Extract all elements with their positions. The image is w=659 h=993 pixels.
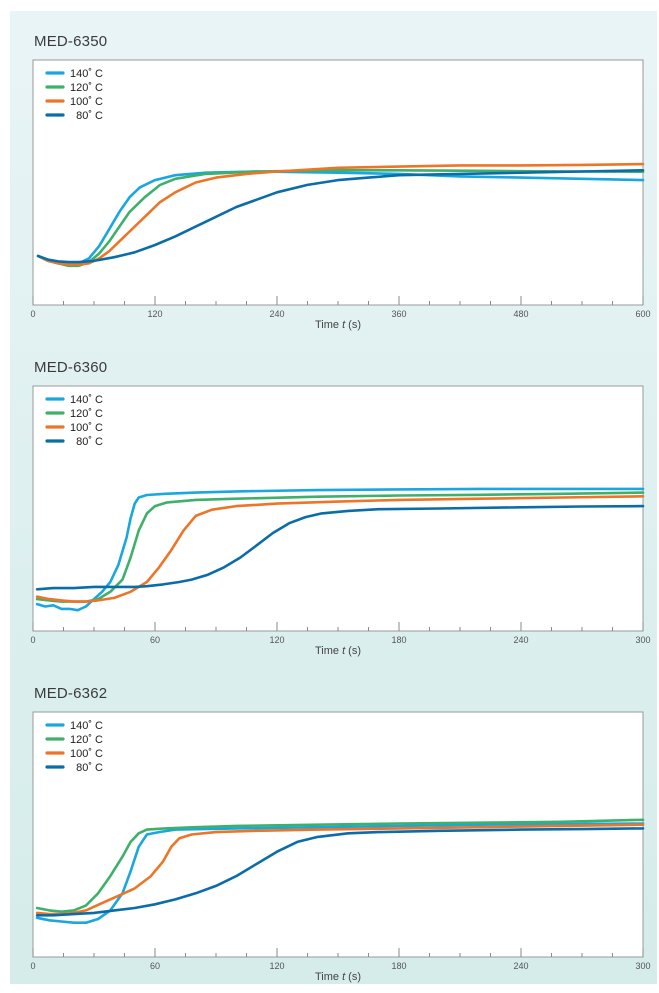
- series-line-80c: [36, 169, 645, 264]
- x-tick-label: 600: [635, 309, 650, 319]
- x-tick-label: 0: [30, 635, 35, 645]
- x-axis-label: Time t (s): [315, 645, 361, 657]
- x-tick-label: 0: [30, 309, 35, 319]
- legend-label: 140˚ C: [70, 720, 103, 732]
- x-tick-label: 60: [150, 961, 160, 971]
- chart-title: MED-6350: [34, 33, 108, 50]
- x-axis-label-prefix: Time: [315, 319, 342, 331]
- x-axis-label-prefix: Time: [315, 645, 342, 657]
- line-chart-med-6362: 0 60 120 180 240 300 Time t (s) 140˚ C 120˚ C 100…: [30, 711, 651, 983]
- figure-background: MED-6350 0 120 240 360 480 600 Time t (s) 140˚ …: [10, 11, 657, 984]
- x-tick-label: 300: [635, 635, 650, 645]
- line-chart-med-6360: 0 60 120 180 240 300 Time t (s) 140˚ C 120˚ C 100…: [30, 385, 651, 657]
- x-tick-label: 180: [391, 635, 406, 645]
- series-line-140c: [35, 487, 645, 612]
- chart-panel-med-6362: MED-6362 0 60 120 180 240 300 Time t (s) 140˚ C…: [10, 663, 657, 993]
- chart-title: MED-6360: [34, 359, 108, 376]
- x-tick-label: 120: [269, 961, 284, 971]
- x-axis-label-unit: (s): [345, 971, 361, 983]
- series-line-80c: [35, 504, 645, 591]
- series-line-80c: [35, 827, 645, 917]
- legend-label: 100˚ C: [70, 748, 103, 760]
- chart-panel-med-6350: MED-6350 0 120 240 360 480 600 Time t (s) 140˚ …: [10, 11, 657, 341]
- x-tick-label: 360: [391, 309, 406, 319]
- line-chart-med-6350: 0 120 240 360 480 600 Time t (s) 140˚ C 120˚ C 10…: [30, 59, 651, 331]
- x-axis-label: Time t (s): [315, 319, 361, 331]
- x-tick-label: 120: [269, 635, 284, 645]
- legend-label: 100˚ C: [70, 96, 103, 108]
- series-line-100c: [36, 162, 645, 266]
- series-line-140c: [35, 822, 645, 924]
- x-axis-label-unit: (s): [345, 319, 361, 331]
- x-tick-label: 240: [513, 635, 528, 645]
- x-tick-label: 60: [150, 635, 160, 645]
- x-tick-label: 180: [391, 961, 406, 971]
- legend-label: 120˚ C: [70, 408, 103, 420]
- x-axis-label-unit: (s): [345, 645, 361, 657]
- legend-label: 80˚ C: [76, 762, 103, 774]
- x-axis-label-variable: t: [342, 645, 346, 657]
- x-axis-label-variable: t: [342, 971, 346, 983]
- chart-title: MED-6362: [34, 685, 108, 702]
- legend-label: 120˚ C: [70, 82, 103, 94]
- chart-panel-med-6360: MED-6360 0 60 120 180 240 300 Time t (s) 140˚ C…: [10, 337, 657, 667]
- legend-label: 140˚ C: [70, 68, 103, 80]
- x-tick-label: 300: [635, 961, 650, 971]
- x-tick-label: 240: [269, 309, 284, 319]
- x-tick-label: 120: [147, 309, 162, 319]
- legend-label: 80˚ C: [76, 436, 103, 448]
- series-line-100c: [35, 823, 645, 916]
- legend-label: 100˚ C: [70, 422, 103, 434]
- x-axis-label: Time t (s): [315, 971, 361, 983]
- x-axis-label-prefix: Time: [315, 971, 342, 983]
- x-tick-label: 0: [30, 961, 35, 971]
- plot-area: [32, 59, 644, 306]
- legend-label: 80˚ C: [76, 110, 103, 122]
- x-tick-label: 240: [513, 961, 528, 971]
- legend-label: 140˚ C: [70, 394, 103, 406]
- legend-label: 120˚ C: [70, 734, 103, 746]
- series-line-100c: [35, 495, 645, 603]
- series-line-120c: [35, 818, 645, 913]
- x-axis-label-variable: t: [342, 319, 346, 331]
- x-tick-label: 480: [513, 309, 528, 319]
